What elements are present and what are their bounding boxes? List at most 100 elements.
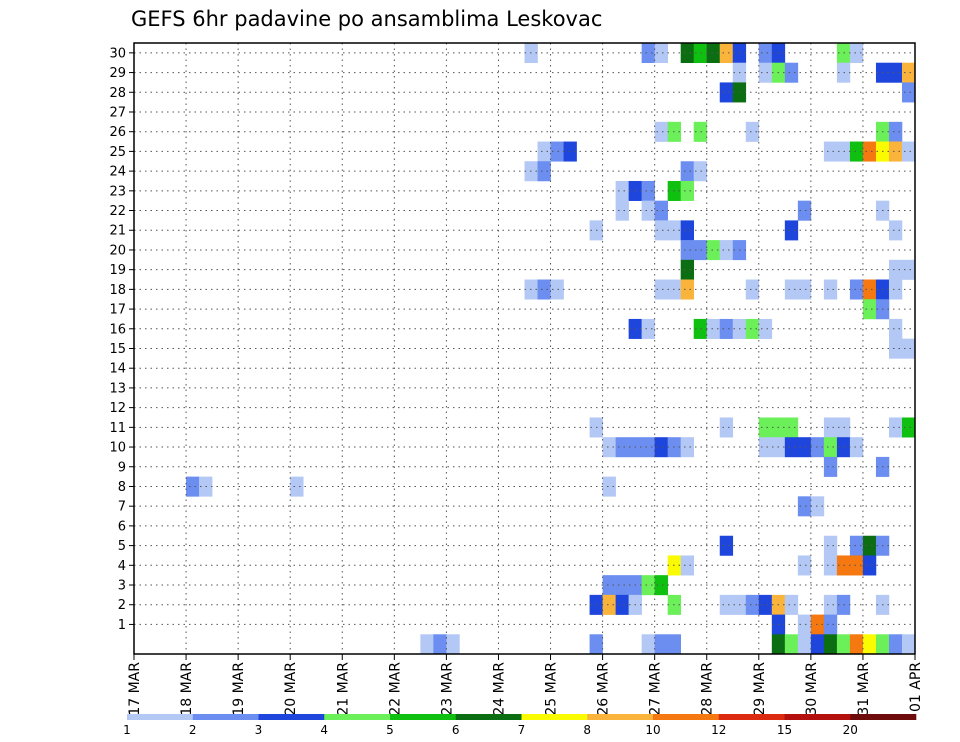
- heatmap-cell: [888, 62, 903, 83]
- heatmap-cell: [901, 634, 916, 655]
- heatmap-cell: [719, 535, 734, 556]
- heatmap-cell: [602, 437, 616, 458]
- x-tick-label: 28 MAR: [700, 662, 716, 716]
- heatmap-cell: [667, 634, 681, 655]
- heatmap-cell: [706, 43, 721, 64]
- heatmap-cell: [823, 279, 838, 300]
- heatmap-cell: [797, 614, 812, 635]
- heatmap-cell: [784, 220, 799, 241]
- heatmap-cell: [797, 437, 812, 458]
- y-tick-label: 16: [109, 322, 126, 337]
- heatmap-cell: [537, 279, 551, 300]
- heatmap-cell: [641, 200, 655, 221]
- heatmap-cell: [823, 614, 838, 635]
- heatmap-cell: [797, 555, 812, 576]
- heatmap-cell: [680, 279, 695, 300]
- heatmap-cell: [849, 279, 864, 300]
- legend-threshold-label: 20: [843, 723, 858, 737]
- heatmap-cell: [641, 43, 655, 64]
- heatmap-cell: [719, 318, 734, 339]
- y-tick-label: 11: [109, 421, 126, 436]
- heatmap-cell: [901, 259, 916, 280]
- heatmap-cell: [745, 279, 760, 300]
- heatmap-cell: [563, 141, 577, 162]
- y-axis: 1234567891011121314151617181920212223242…: [109, 46, 134, 633]
- y-tick-label: 20: [109, 243, 126, 258]
- heatmap-cell: [823, 456, 838, 477]
- y-tick-label: 10: [109, 441, 126, 456]
- y-tick-label: 3: [118, 579, 126, 594]
- y-tick-label: 8: [118, 480, 126, 495]
- heatmap-cell: [420, 634, 434, 655]
- heatmap-cell: [888, 318, 903, 339]
- y-tick-label: 23: [109, 184, 126, 199]
- heatmap-cell: [758, 594, 773, 615]
- heatmap-cell: [810, 634, 825, 655]
- heatmap-cell: [862, 279, 877, 300]
- x-tick-label: 21 MAR: [335, 662, 351, 716]
- heatmap-cell: [719, 43, 734, 64]
- x-tick-label: 20 MAR: [283, 662, 299, 716]
- legend-threshold-label: 1: [123, 723, 131, 737]
- heatmap-cell: [823, 634, 838, 655]
- y-tick-label: 13: [109, 381, 126, 396]
- legend-threshold-label: 12: [711, 723, 726, 737]
- heatmap-cell: [784, 62, 799, 83]
- legend-color-swatch: [192, 714, 259, 720]
- heatmap-cell: [901, 338, 916, 359]
- heatmap-cell: [888, 634, 903, 655]
- legend-color-swatch: [390, 714, 457, 720]
- heatmap-cell: [797, 634, 812, 655]
- heatmap-cell: [862, 299, 877, 320]
- x-tick-label: 01 APR: [908, 662, 924, 712]
- x-tick-label: 24 MAR: [491, 662, 507, 716]
- heatmap-cell: [615, 437, 629, 458]
- heatmap-cell: [823, 594, 838, 615]
- heatmap-cell: [888, 279, 903, 300]
- y-tick-label: 27: [109, 105, 126, 120]
- heatmap-cell: [719, 594, 734, 615]
- heatmap-cell: [654, 437, 668, 458]
- heatmap-cell: [693, 121, 708, 142]
- y-tick-label: 24: [109, 165, 126, 180]
- y-tick-label: 30: [109, 46, 126, 61]
- heatmap-cell: [537, 141, 551, 162]
- x-tick-label: 26 MAR: [596, 662, 612, 716]
- heatmap-cell: [654, 200, 668, 221]
- heatmap-cell: [784, 279, 799, 300]
- heatmap-cell: [537, 161, 551, 182]
- heatmap-cell: [849, 437, 864, 458]
- heatmap-cell: [888, 338, 903, 359]
- heatmap-cell: [680, 437, 695, 458]
- x-axis: 17 MAR 18 MAR 19 MAR 20 MAR 21 MAR 22 MAR 23 M…: [127, 654, 924, 716]
- heatmap-cell: [849, 555, 864, 576]
- x-tick-label: 17 MAR: [127, 662, 143, 716]
- heatmap-cell: [810, 437, 825, 458]
- heatmap-cell: [888, 220, 903, 241]
- heatmap-cell: [849, 535, 864, 556]
- heatmap-cell: [810, 614, 825, 635]
- heatmap-cell: [654, 220, 668, 241]
- heatmap-cell: [797, 496, 812, 517]
- heatmap-cell: [719, 417, 734, 438]
- heatmap-cell: [849, 43, 864, 64]
- heatmap-cell: [693, 318, 708, 339]
- heatmap-cell: [680, 180, 695, 201]
- x-tick-label: 25 MAR: [544, 662, 560, 716]
- y-tick-label: 4: [118, 559, 126, 574]
- heatmap-cell: [784, 634, 799, 655]
- heatmap-cell: [693, 43, 708, 64]
- y-tick-label: 22: [109, 204, 126, 219]
- y-tick-label: 12: [109, 401, 126, 416]
- legend-threshold-label: 10: [645, 723, 660, 737]
- heatmap-cell: [654, 279, 668, 300]
- heatmap-cell: [888, 121, 903, 142]
- heatmap-cell: [758, 43, 773, 64]
- y-tick-label: 18: [109, 283, 126, 298]
- x-tick-label: 19 MAR: [231, 662, 247, 716]
- heatmap-cell: [745, 121, 760, 142]
- y-tick-label: 19: [109, 263, 126, 278]
- heatmap-cell: [719, 240, 734, 261]
- heatmap-cell: [862, 555, 877, 576]
- heatmap-cell: [745, 594, 760, 615]
